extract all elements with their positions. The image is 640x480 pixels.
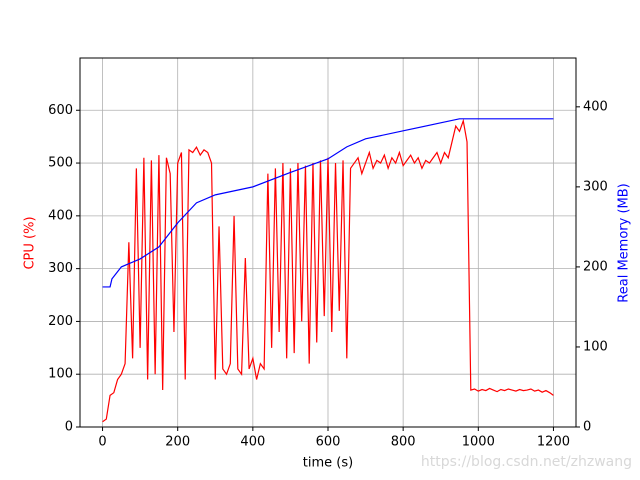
y-tick-label: 300 bbox=[48, 261, 73, 276]
y-tick-label: 200 bbox=[48, 314, 73, 329]
y-axis-label: CPU (%) bbox=[23, 216, 38, 269]
x-tick-label: 800 bbox=[391, 435, 416, 450]
x-tick-label: 400 bbox=[240, 435, 265, 450]
plot-frame bbox=[79, 57, 577, 428]
y-tick-label: 500 bbox=[48, 156, 73, 171]
y-tick-label: 100 bbox=[48, 367, 73, 382]
line-series bbox=[102, 118, 554, 288]
y2-tick-label: 100 bbox=[583, 339, 608, 354]
y2-tick-label: 400 bbox=[583, 99, 608, 114]
y-tick-label: 600 bbox=[48, 103, 73, 118]
x-tick-label: 1200 bbox=[537, 435, 570, 450]
x-tick-label: 0 bbox=[98, 435, 106, 450]
x-tick-label: 1000 bbox=[462, 435, 495, 450]
y2-tick-label: 200 bbox=[583, 259, 608, 274]
y2-tick-label: 0 bbox=[583, 420, 591, 435]
watermark: https://blog.csdn.net/zhzwang bbox=[421, 454, 632, 470]
line-series bbox=[102, 118, 554, 423]
y2-axis-label: Real Memory (MB) bbox=[617, 183, 632, 302]
y-tick-label: 0 bbox=[65, 420, 73, 435]
y-tick-label: 400 bbox=[48, 208, 73, 223]
x-tick-label: 200 bbox=[165, 435, 190, 450]
x-tick-label: 600 bbox=[316, 435, 341, 450]
x-axis-label: time (s) bbox=[303, 456, 353, 471]
y2-tick-label: 300 bbox=[583, 179, 608, 194]
